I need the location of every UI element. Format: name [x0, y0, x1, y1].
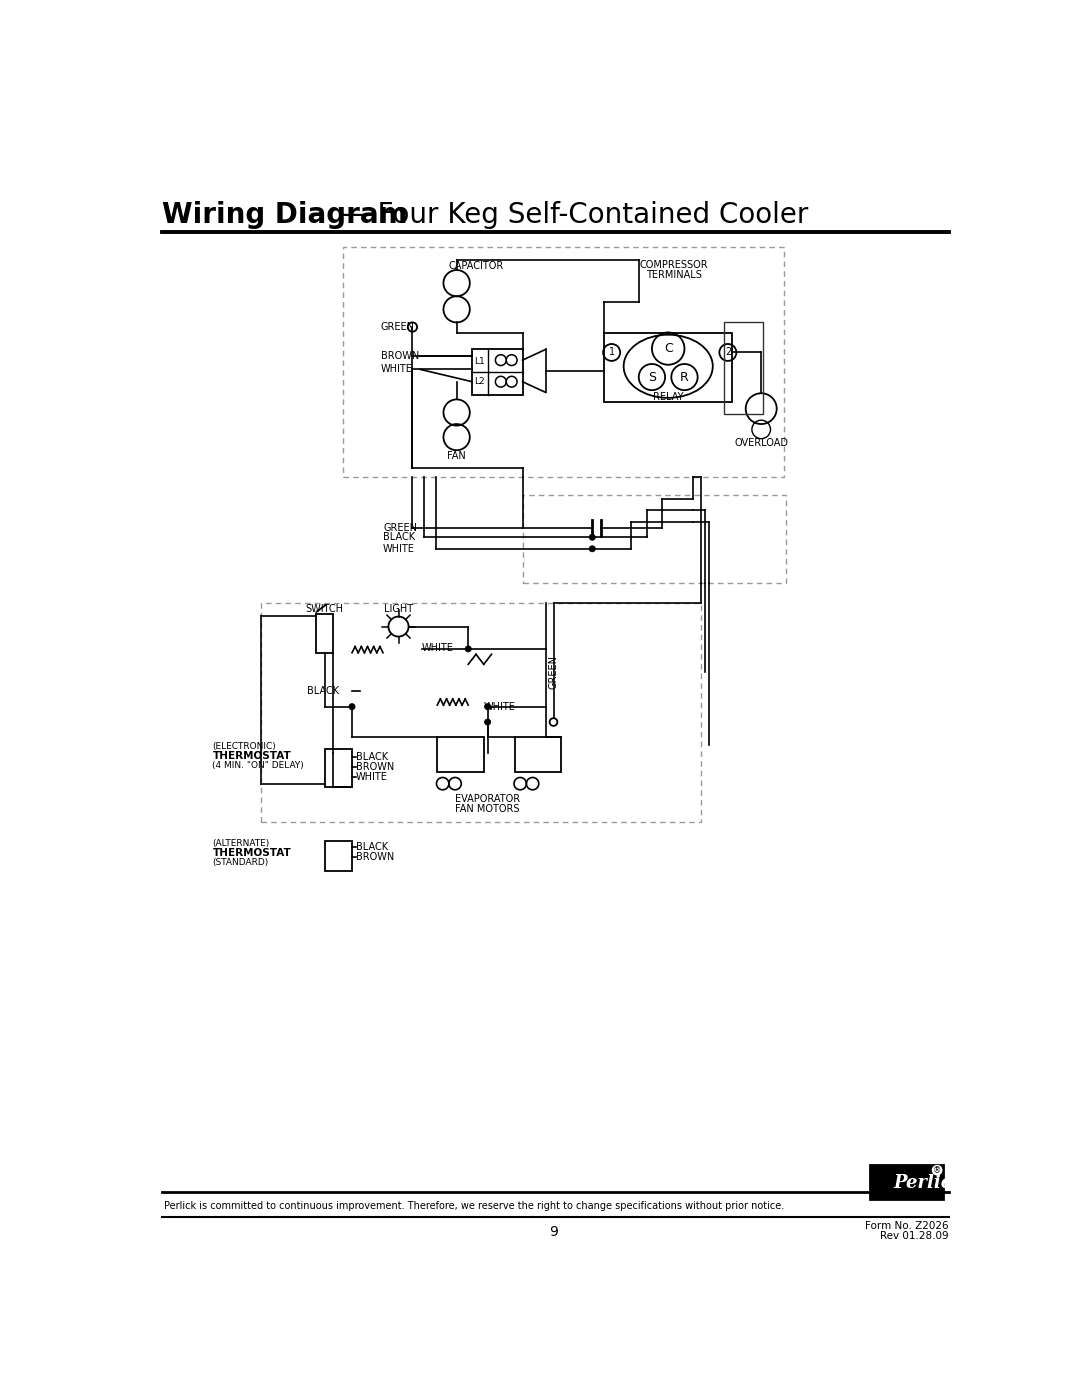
Text: RELAY: RELAY	[653, 393, 684, 402]
Text: BROWN: BROWN	[356, 761, 394, 771]
Text: Wiring Diagram: Wiring Diagram	[162, 201, 407, 229]
Text: — Four Keg Self-Contained Cooler: — Four Keg Self-Contained Cooler	[332, 201, 808, 229]
Text: 1: 1	[608, 348, 615, 358]
Text: Rev 01.28.09: Rev 01.28.09	[880, 1231, 948, 1241]
Text: Form No. Z2026: Form No. Z2026	[865, 1221, 948, 1231]
Text: (ALTERNATE): (ALTERNATE)	[213, 840, 270, 848]
Bar	[260, 602, 701, 823]
Bar	[437, 738, 484, 773]
Bar	[342, 247, 784, 478]
Bar	[515, 738, 562, 773]
Text: WHITE: WHITE	[484, 701, 515, 711]
Circle shape	[932, 1165, 942, 1175]
Text: COMPRESSOR: COMPRESSOR	[639, 260, 707, 271]
Text: CAPACITOR: CAPACITOR	[449, 261, 504, 271]
Text: BROWN: BROWN	[380, 351, 419, 362]
Bar	[869, 1165, 943, 1200]
Text: C: C	[664, 342, 673, 355]
Text: THERMOSTAT: THERMOSTAT	[213, 848, 292, 858]
Text: WHITE: WHITE	[383, 543, 415, 553]
Bar	[724, 321, 762, 414]
Text: OVERLOAD: OVERLOAD	[734, 439, 788, 448]
Text: GREEN: GREEN	[549, 655, 558, 689]
Text: EVAPORATOR: EVAPORATOR	[455, 793, 521, 805]
Circle shape	[590, 546, 595, 552]
Text: BLACK: BLACK	[383, 532, 415, 542]
Text: BLACK: BLACK	[356, 842, 388, 852]
Text: (4 MIN. "ON" DELAY): (4 MIN. "ON" DELAY)	[213, 760, 305, 770]
Text: L2: L2	[474, 377, 484, 386]
Bar	[523, 495, 786, 584]
Text: (STANDARD): (STANDARD)	[213, 858, 269, 866]
Text: FAN MOTORS: FAN MOTORS	[456, 805, 519, 814]
Text: ®: ®	[933, 1165, 942, 1175]
Text: SWITCH: SWITCH	[306, 604, 343, 613]
Text: S: S	[648, 370, 656, 384]
Bar	[604, 334, 732, 402]
Text: BLACK: BLACK	[307, 686, 339, 696]
Text: BROWN: BROWN	[356, 852, 394, 862]
Text: L1: L1	[474, 358, 485, 366]
Circle shape	[465, 645, 471, 652]
Circle shape	[485, 719, 490, 725]
Text: Perlick is committed to continuous improvement. Therefore, we reserve the right : Perlick is committed to continuous impro…	[164, 1200, 785, 1211]
Text: WHITE: WHITE	[422, 643, 454, 654]
Text: THERMOSTAT: THERMOSTAT	[213, 752, 292, 761]
Text: WHITE: WHITE	[380, 365, 413, 374]
Circle shape	[349, 704, 355, 710]
Text: 2: 2	[725, 348, 731, 358]
Text: WHITE: WHITE	[356, 771, 388, 782]
Circle shape	[590, 534, 595, 541]
Text: BLACK: BLACK	[356, 752, 388, 761]
Bar	[325, 841, 352, 870]
Circle shape	[485, 704, 490, 710]
Text: GREEN: GREEN	[383, 522, 417, 534]
Text: FAN: FAN	[447, 451, 465, 461]
Text: GREEN: GREEN	[380, 323, 415, 332]
Text: TERMINALS: TERMINALS	[646, 271, 702, 281]
Bar	[325, 749, 352, 788]
Text: LIGHT: LIGHT	[383, 604, 413, 613]
Text: R: R	[680, 370, 689, 384]
Text: 9: 9	[549, 1225, 558, 1239]
Bar	[316, 615, 334, 652]
Text: Perlick: Perlick	[893, 1173, 964, 1192]
Bar	[472, 349, 523, 395]
Text: (ELECTRONIC): (ELECTRONIC)	[213, 742, 276, 752]
